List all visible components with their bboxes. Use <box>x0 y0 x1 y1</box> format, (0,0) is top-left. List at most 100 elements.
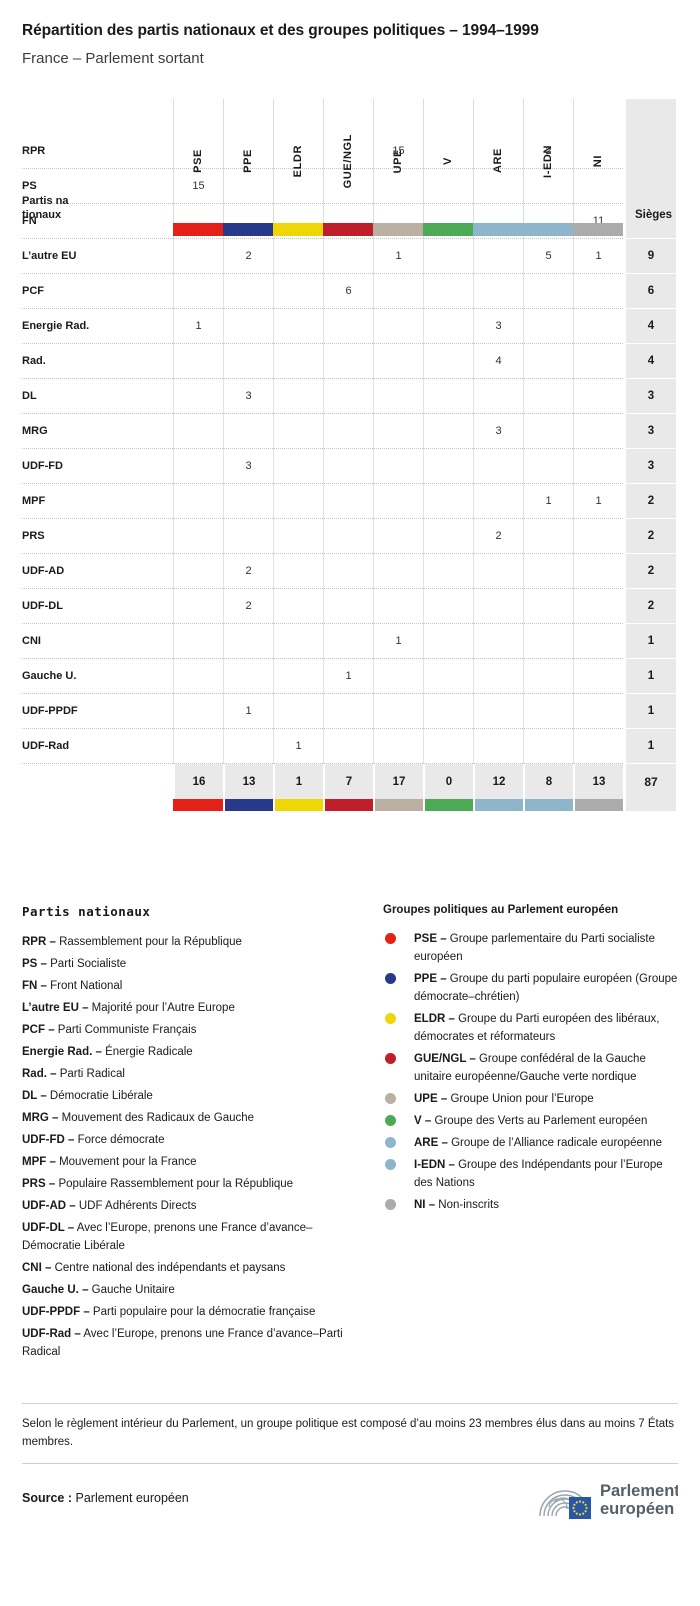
table-cell <box>273 449 323 484</box>
group-color-bar <box>473 223 523 236</box>
table-cell <box>173 414 223 449</box>
table-cell <box>573 379 623 414</box>
table-cell <box>323 414 373 449</box>
legend-party-item: MRG – Mouvement des Radicaux de Gauche <box>22 1112 255 1124</box>
group-color-bar-bottom <box>173 799 223 811</box>
table-cell <box>373 589 423 624</box>
table-cell <box>523 659 573 694</box>
table-cell: 5 <box>523 239 573 274</box>
row-label: UDF-DL <box>22 589 173 624</box>
table-cell <box>523 519 573 554</box>
group-color-dot <box>385 1159 396 1170</box>
row-label: PRS <box>22 519 173 554</box>
legend-group-abbr: I-EDN – <box>414 1159 455 1171</box>
table-cell <box>373 309 423 344</box>
table-cell <box>273 344 323 379</box>
legend-groups-title: Groupes politiques au Parlement européen <box>383 904 619 916</box>
column-total-cell: 17 <box>373 764 423 799</box>
legend-party-item: UDF-FD – Force démocrate <box>22 1134 165 1146</box>
table-cell <box>523 624 573 659</box>
row-label: UDF-PPDF <box>22 694 173 729</box>
legend-party-abbr: PRS – <box>22 1178 56 1190</box>
group-color-bar-bottom <box>473 799 523 811</box>
group-color-bar-bottom <box>573 799 623 811</box>
table-cell <box>223 309 273 344</box>
table-cell <box>173 379 223 414</box>
table-cell <box>423 519 473 554</box>
legend-party-item: UDF-AD – UDF Adhérents Directs <box>22 1200 197 1212</box>
row-total-cell: 2 <box>623 589 676 624</box>
table-cell <box>573 624 623 659</box>
source-line: Source : Parlement européen <box>22 1491 189 1505</box>
legend-party-abbr: UDF-PPDF – <box>22 1306 90 1318</box>
table-cell <box>473 274 523 309</box>
column-header-label-wrap: PSE <box>173 99 223 223</box>
table-cell <box>323 554 373 589</box>
row-label: CNI <box>22 624 173 659</box>
group-color-bar-bottom <box>373 799 423 811</box>
legend-group-text: UPE – Groupe Union pour l’Europe <box>414 1093 594 1105</box>
row-total-cell: 4 <box>623 309 676 344</box>
table-cell <box>473 449 523 484</box>
table-cell <box>273 309 323 344</box>
row-label: MPF <box>22 484 173 519</box>
column-header-PPE: PPE <box>223 99 273 236</box>
table-cell <box>173 554 223 589</box>
legend-party-abbr: CNI – <box>22 1262 52 1274</box>
legend-group-text: I-EDN – Groupe des Indépendants pour l’E… <box>414 1159 663 1189</box>
table-cell <box>473 239 523 274</box>
group-color-bar <box>573 223 623 236</box>
group-color-bar <box>223 223 273 236</box>
legend-party-item: FN – Front National <box>22 980 123 992</box>
table-cell <box>523 694 573 729</box>
column-header-label: PSE <box>192 149 204 173</box>
table-cell <box>573 554 623 589</box>
table-cell <box>423 694 473 729</box>
grid-line <box>223 99 224 223</box>
row-label: UDF-AD <box>22 554 173 589</box>
table-cell <box>173 484 223 519</box>
table-cell <box>273 484 323 519</box>
table-cell <box>573 729 623 764</box>
column-header-label-wrap: ARE <box>473 99 523 223</box>
table-cell <box>423 414 473 449</box>
table-cell: 2 <box>223 589 273 624</box>
row-total-cell: 1 <box>623 624 676 659</box>
row-total-cell: 3 <box>623 379 676 414</box>
table-cell <box>423 449 473 484</box>
row-total-cell: 2 <box>623 554 676 589</box>
legend-group-item: ELDR – Groupe du Parti européen des libé… <box>383 1010 678 1046</box>
european-parliament-logo: Parlement européen <box>539 1482 678 1519</box>
table-cell: 2 <box>223 239 273 274</box>
table-cell <box>323 309 373 344</box>
legend-party-abbr: UDF-Rad – <box>22 1328 81 1340</box>
table-cell: 3 <box>223 449 273 484</box>
legend-group-abbr: UPE – <box>414 1093 448 1105</box>
legend-group-abbr: NI – <box>414 1199 436 1211</box>
column-total-cell: 8 <box>523 764 573 799</box>
legend-group-text: NI – Non-inscrits <box>414 1199 499 1211</box>
table-cell <box>473 694 523 729</box>
row-total-cell: 3 <box>623 414 676 449</box>
column-header-label: ELDR <box>292 144 304 178</box>
group-color-dot <box>385 1199 396 1210</box>
table-cell <box>373 344 423 379</box>
legend-party-item: PS – Parti Socialiste <box>22 958 127 970</box>
row-label: UDF-FD <box>22 449 173 484</box>
table-cell <box>423 484 473 519</box>
legend-party-item: Rad. – Parti Radical <box>22 1068 125 1080</box>
legend-parties-title: Partis nationaux <box>22 904 151 919</box>
table-cell: 1 <box>373 624 423 659</box>
table-cell <box>173 624 223 659</box>
legend-group-item: PSE – Groupe parlementaire du Parti soci… <box>383 930 678 966</box>
grid-line <box>573 99 574 223</box>
legend-group-abbr: PPE – <box>414 973 447 985</box>
column-header-ELDR: ELDR <box>273 99 323 236</box>
legend-group-text: PSE – Groupe parlementaire du Parti soci… <box>414 933 655 963</box>
table-cell <box>173 659 223 694</box>
legend-groups-list: PSE – Groupe parlementaire du Parti soci… <box>383 930 678 1214</box>
column-header-I-EDN: I-EDN <box>523 99 573 236</box>
table-cell: 1 <box>273 729 323 764</box>
legend-party-item: CNI – Centre national des indépendants e… <box>22 1262 286 1274</box>
legend-group-item: NI – Non-inscrits <box>383 1196 678 1214</box>
